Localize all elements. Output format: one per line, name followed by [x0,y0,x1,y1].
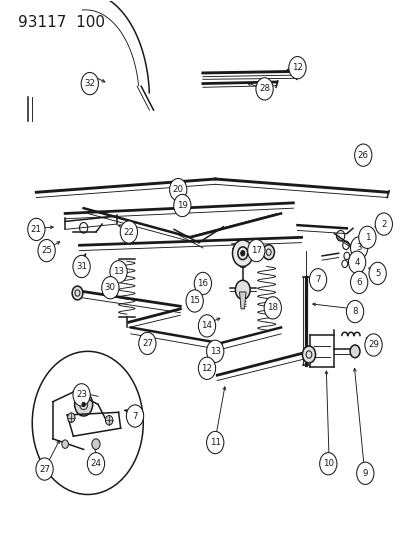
Text: 20: 20 [172,185,183,194]
Text: 32: 32 [84,79,95,88]
Text: 16: 16 [197,279,208,288]
Text: 2: 2 [380,220,386,229]
Circle shape [350,237,367,259]
Text: 7: 7 [315,275,320,284]
Circle shape [67,413,75,422]
Text: 7: 7 [132,411,138,421]
Circle shape [262,245,274,260]
Circle shape [319,453,336,475]
Text: 26: 26 [357,151,368,160]
Circle shape [87,453,104,475]
Text: 31: 31 [76,262,87,271]
Text: 27: 27 [39,465,50,473]
Circle shape [364,334,381,356]
Text: 4: 4 [354,258,359,266]
Text: 10: 10 [322,459,333,469]
Circle shape [368,262,385,285]
Text: 22: 22 [123,228,134,237]
Circle shape [240,251,244,256]
Circle shape [235,280,249,300]
Circle shape [350,271,367,294]
Circle shape [72,286,83,300]
Circle shape [206,340,223,362]
Circle shape [358,226,375,248]
Circle shape [73,255,90,278]
Circle shape [32,351,143,495]
Text: 93117  100: 93117 100 [18,14,104,30]
Text: 13: 13 [209,347,220,356]
Circle shape [232,240,252,266]
Text: 1: 1 [364,233,369,242]
Text: 17: 17 [250,246,261,255]
Text: 21: 21 [31,225,42,234]
Circle shape [74,393,93,416]
Text: 23: 23 [76,390,87,399]
Circle shape [169,179,186,201]
Circle shape [28,218,45,240]
Circle shape [309,269,326,291]
Circle shape [349,345,359,358]
Text: 6: 6 [356,278,361,287]
Circle shape [354,144,371,166]
Circle shape [73,384,90,406]
Circle shape [348,251,365,273]
Polygon shape [239,292,245,309]
Circle shape [255,78,273,100]
Circle shape [173,195,190,216]
Text: 12: 12 [201,364,212,373]
Text: 29: 29 [367,341,378,350]
Text: 9: 9 [362,469,367,478]
Circle shape [110,261,127,283]
Circle shape [301,346,315,363]
Text: 28: 28 [259,84,269,93]
Circle shape [138,332,156,354]
Circle shape [288,56,305,79]
Circle shape [185,290,203,312]
Circle shape [247,239,264,262]
Text: 18: 18 [267,303,278,312]
Text: 30: 30 [104,283,116,292]
Circle shape [105,416,113,425]
Circle shape [194,272,211,295]
Circle shape [198,357,215,379]
Circle shape [82,402,85,407]
Text: 19: 19 [176,201,188,210]
Circle shape [346,301,363,322]
Text: 27: 27 [142,339,152,348]
Text: 5: 5 [374,269,380,278]
Circle shape [102,277,119,299]
Circle shape [198,315,215,337]
Text: 25: 25 [41,246,52,255]
Text: 11: 11 [209,438,220,447]
Text: 13: 13 [113,268,124,276]
Circle shape [263,297,281,319]
Text: 8: 8 [351,307,357,316]
Circle shape [38,239,55,262]
Circle shape [374,213,392,235]
Text: 14: 14 [201,321,212,330]
Circle shape [120,221,137,243]
Text: 15: 15 [189,296,199,305]
Text: 3: 3 [356,244,361,253]
Text: 12: 12 [291,63,302,72]
Circle shape [356,462,373,484]
Text: 24: 24 [90,459,101,469]
Circle shape [62,440,68,448]
Circle shape [36,458,53,480]
Circle shape [92,439,100,449]
Circle shape [126,405,143,427]
Circle shape [81,72,98,95]
Circle shape [206,431,223,454]
